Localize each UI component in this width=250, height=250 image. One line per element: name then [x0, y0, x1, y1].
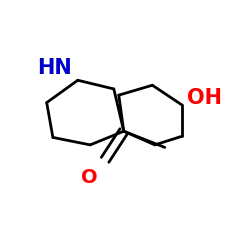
Text: OH: OH: [187, 88, 222, 108]
Text: HN: HN: [37, 58, 72, 78]
Text: O: O: [81, 168, 97, 187]
